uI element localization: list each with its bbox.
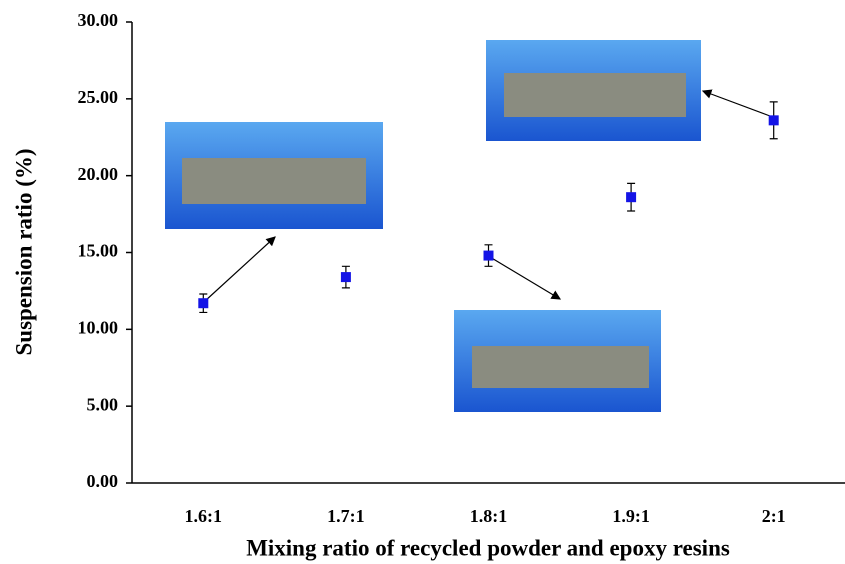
y-tick-label: 0.00 [87,471,119,491]
specimen [472,346,649,388]
y-tick-label: 5.00 [87,394,119,414]
x-tick-label: 1.6:1 [185,506,223,526]
arrow [204,236,276,302]
data-point [198,298,209,309]
arrow [701,89,771,117]
inset-photos [165,40,771,412]
x-tick-label: 1.9:1 [612,506,650,526]
y-tick-label: 30.00 [78,10,119,30]
x-tick-label: 1.7:1 [327,506,365,526]
x-tick-label: 2:1 [762,506,786,526]
y-tick-label: 10.00 [78,317,119,337]
x-tick-label: 1.8:1 [470,506,508,526]
y-tick-label: 20.00 [78,164,119,184]
specimen [182,158,366,204]
y-tick-label: 25.00 [78,87,119,107]
y-tick-label: 15.00 [78,241,119,261]
data-point [768,115,779,126]
data-point [483,250,494,261]
data-point [626,192,637,203]
y-axis-title: Suspension ratio (%) [11,148,36,355]
data-point [340,272,351,283]
specimen [504,73,686,117]
x-axis-title: Mixing ratio of recycled powder and epox… [246,535,730,560]
arrow [489,256,562,300]
